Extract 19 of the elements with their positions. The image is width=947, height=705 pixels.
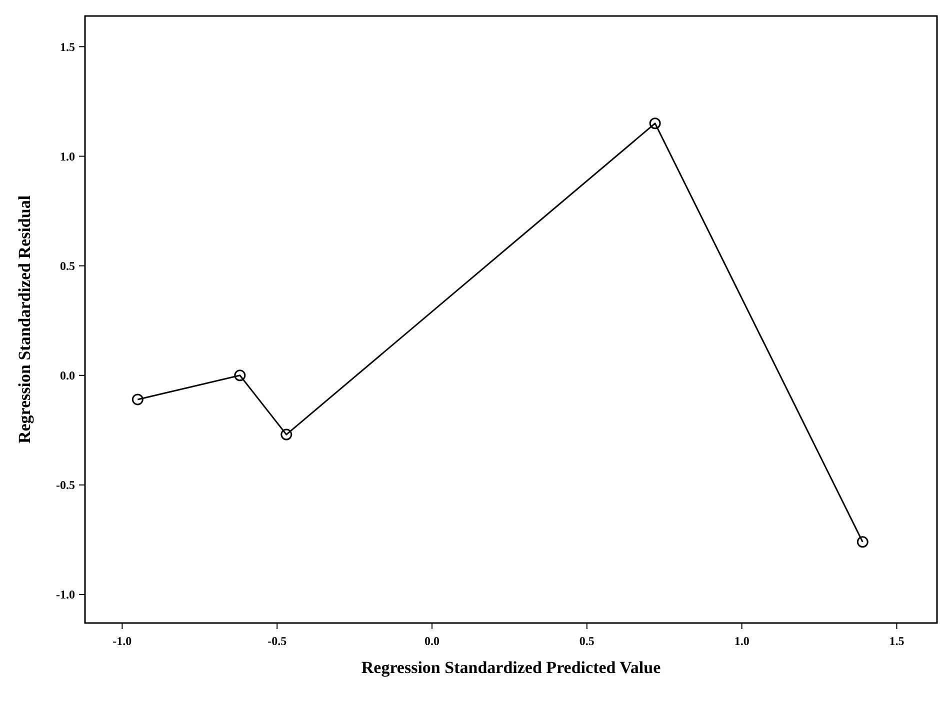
y-tick-label: 1.0 [60,149,75,164]
point [856,536,868,548]
y-axis-title: Regression Standardized Residual [15,195,34,444]
y-tick-label: -0.5 [56,478,75,492]
x-tick-label: 0.0 [424,634,440,648]
x-tick-label: 1.0 [734,634,750,648]
x-axis-title: Regression Standardized Predicted Value [361,658,662,677]
y-tick-label: -1.0 [56,588,75,602]
x-tick-label: -1.0 [112,634,132,648]
point [132,394,144,406]
point [280,428,292,440]
point [234,370,246,382]
x-tick-label: 1.5 [889,634,904,648]
y-tick-label: 0.5 [60,259,75,274]
y-tick-label: 1.5 [60,40,75,54]
x-tick-label: 0.5 [579,634,594,648]
point [649,118,661,130]
y-tick-label: 0.0 [60,368,75,383]
x-tick-label: -0.5 [268,634,287,648]
